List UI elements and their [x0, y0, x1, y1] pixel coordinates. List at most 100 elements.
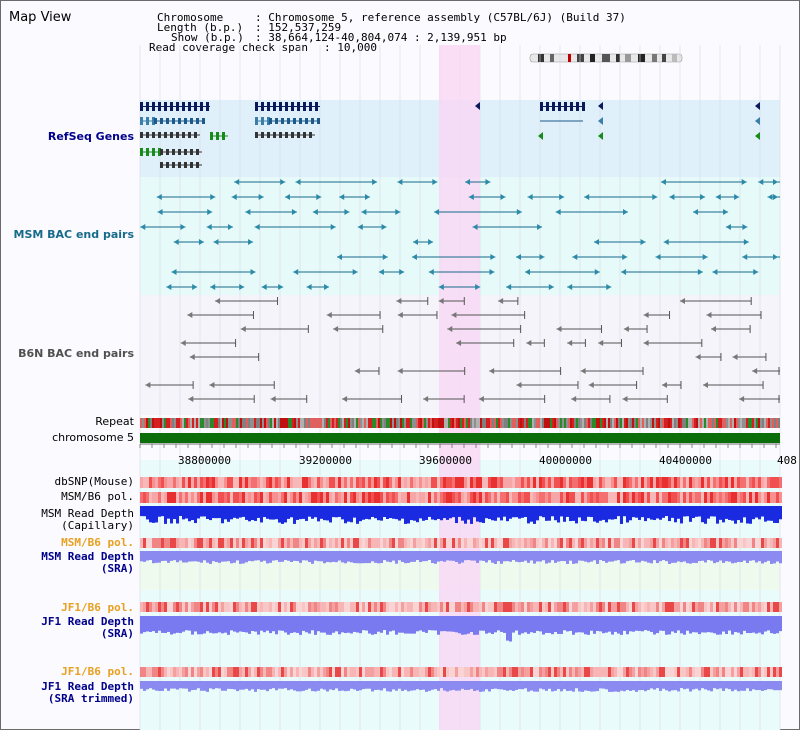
- depth-bar: [662, 506, 665, 518]
- track-label-msm-b6-pol-2[interactable]: MSM/B6 pol.: [61, 536, 134, 549]
- jf1-b6-pol-cell: [149, 602, 152, 612]
- msm-b6-pol2-cell: [653, 538, 656, 548]
- jf1-b6-pol-cell: [305, 602, 308, 612]
- chromosome-ideogram[interactable]: [528, 51, 688, 65]
- gene-exon: [166, 162, 169, 168]
- msm-b6-pol-cell: [425, 492, 428, 503]
- depth-bar: [476, 616, 479, 635]
- jf1-b6-pol2-cell: [659, 667, 662, 677]
- depth-bar: [773, 506, 776, 523]
- repeat-segment: [588, 418, 590, 428]
- msm-b6-pol-cell: [629, 492, 632, 503]
- track-label-jf1-depth-sra[interactable]: JF1 Read Depth: [41, 615, 134, 628]
- track-label-repeat[interactable]: Repeat: [95, 415, 134, 428]
- depth-bar: [350, 506, 353, 523]
- track-label-refseq[interactable]: RefSeq Genes: [47, 130, 134, 143]
- repeat-segment: [430, 418, 432, 428]
- jf1-b6-pol-cell: [473, 602, 476, 612]
- depth-bar: [293, 681, 296, 691]
- depth-bar: [302, 551, 305, 561]
- depth-bar: [167, 506, 170, 519]
- track-label-jf1-b6-pol-2[interactable]: JF1/B6 pol.: [61, 665, 134, 678]
- bac-end-marker: [312, 209, 318, 215]
- msm-b6-pol-cell: [650, 492, 653, 503]
- dbsnp-cell: [260, 477, 263, 488]
- msm-b6-pol2-cell: [611, 538, 614, 548]
- repeat-segment: [328, 418, 330, 428]
- track-label-b6n-bac[interactable]: B6N BAC end pairs: [18, 347, 134, 360]
- msm-b6-pol2-cell: [233, 538, 236, 548]
- jf1-b6-pol-cell: [302, 602, 305, 612]
- gene-exon: [164, 102, 167, 111]
- depth-bar: [200, 506, 203, 517]
- msm-b6-pol-cell: [464, 492, 467, 503]
- depth-bar: [587, 506, 590, 517]
- depth-bar: [497, 681, 500, 690]
- depth-bar: [317, 506, 320, 522]
- jf1-b6-pol2-cell: [332, 667, 335, 677]
- gene-exon: [267, 117, 270, 125]
- dbsnp-cell: [620, 477, 623, 488]
- depth-bar: [179, 681, 182, 689]
- track-canvas[interactable]: 38800000 39200000 39600000 40000000 40400000…: [139, 45, 800, 730]
- dbsnp-cell: [416, 477, 419, 488]
- dbsnp-cell: [266, 477, 269, 488]
- depth-bar: [758, 551, 761, 562]
- depth-bar: [719, 681, 722, 689]
- track-label-jf1-depth-trim[interactable]: JF1 Read Depth: [41, 680, 134, 693]
- jf1-b6-pol-cell: [356, 602, 359, 612]
- track-label-msm-bac[interactable]: MSM BAC end pairs: [13, 228, 134, 241]
- jf1-b6-pol2-cell: [740, 667, 743, 677]
- repeat-segment: [340, 418, 342, 428]
- msm-b6-pol2-cell: [155, 538, 158, 548]
- repeat-segment: [750, 418, 752, 428]
- msm-b6-pol2-cell: [215, 538, 218, 548]
- track-label-chromosome[interactable]: chromosome 5: [52, 431, 134, 444]
- depth-bar: [389, 551, 392, 563]
- dbsnp-cell: [140, 477, 143, 488]
- depth-bar: [524, 681, 527, 689]
- repeat-segment: [202, 418, 204, 428]
- jf1-b6-pol2-cell: [506, 667, 509, 677]
- repeat-segment: [334, 418, 336, 428]
- repeat-segment: [702, 418, 704, 428]
- track-label-msm-depth-sra[interactable]: MSM Read Depth: [41, 550, 134, 563]
- jf1-b6-pol2-cell: [446, 667, 449, 677]
- repeat-segment: [480, 418, 482, 428]
- msm-b6-pol2-cell: [566, 538, 569, 548]
- depth-bar: [140, 506, 143, 517]
- dbsnp-cell: [362, 477, 365, 488]
- bac-end-marker: [490, 254, 496, 260]
- jf1-b6-pol-cell: [434, 602, 437, 612]
- bac-end-marker: [213, 239, 219, 245]
- jf1-b6-pol-cell: [662, 602, 665, 612]
- depth-bar: [452, 616, 455, 632]
- repeat-segment: [776, 418, 778, 428]
- dbsnp-cell: [281, 477, 284, 488]
- depth-bar: [161, 616, 164, 633]
- track-label-msm-b6-pol[interactable]: MSM/B6 pol.: [61, 490, 134, 503]
- depth-bar: [416, 681, 419, 690]
- depth-bar: [212, 506, 215, 519]
- depth-bar: [761, 681, 764, 691]
- jf1-b6-pol-cell: [533, 602, 536, 612]
- track-label-dbsnp[interactable]: dbSNP(Mouse): [54, 475, 134, 488]
- depth-bar: [242, 616, 245, 632]
- track-label-jf1-b6-pol[interactable]: JF1/B6 pol.: [61, 601, 134, 614]
- gene-arrow: [598, 132, 603, 140]
- msm-b6-pol-cell: [479, 492, 482, 503]
- depth-bar: [575, 551, 578, 564]
- track-label-msm-depth-cap[interactable]: MSM Read Depth: [41, 507, 134, 520]
- repeat-segment: [306, 418, 308, 428]
- msm-b6-pol-cell: [161, 492, 164, 503]
- depth-bar: [746, 681, 749, 689]
- repeat-segment: [168, 418, 170, 428]
- jf1-b6-pol2-cell: [710, 667, 713, 677]
- depth-bar: [344, 616, 347, 634]
- depth-bar: [647, 506, 650, 519]
- jf1-b6-pol-cell: [416, 602, 419, 612]
- jf1-b6-pol2-cell: [449, 667, 452, 677]
- repeat-segment: [180, 418, 182, 428]
- jf1-b6-pol2-cell: [170, 667, 173, 677]
- gene-exon: [317, 118, 320, 124]
